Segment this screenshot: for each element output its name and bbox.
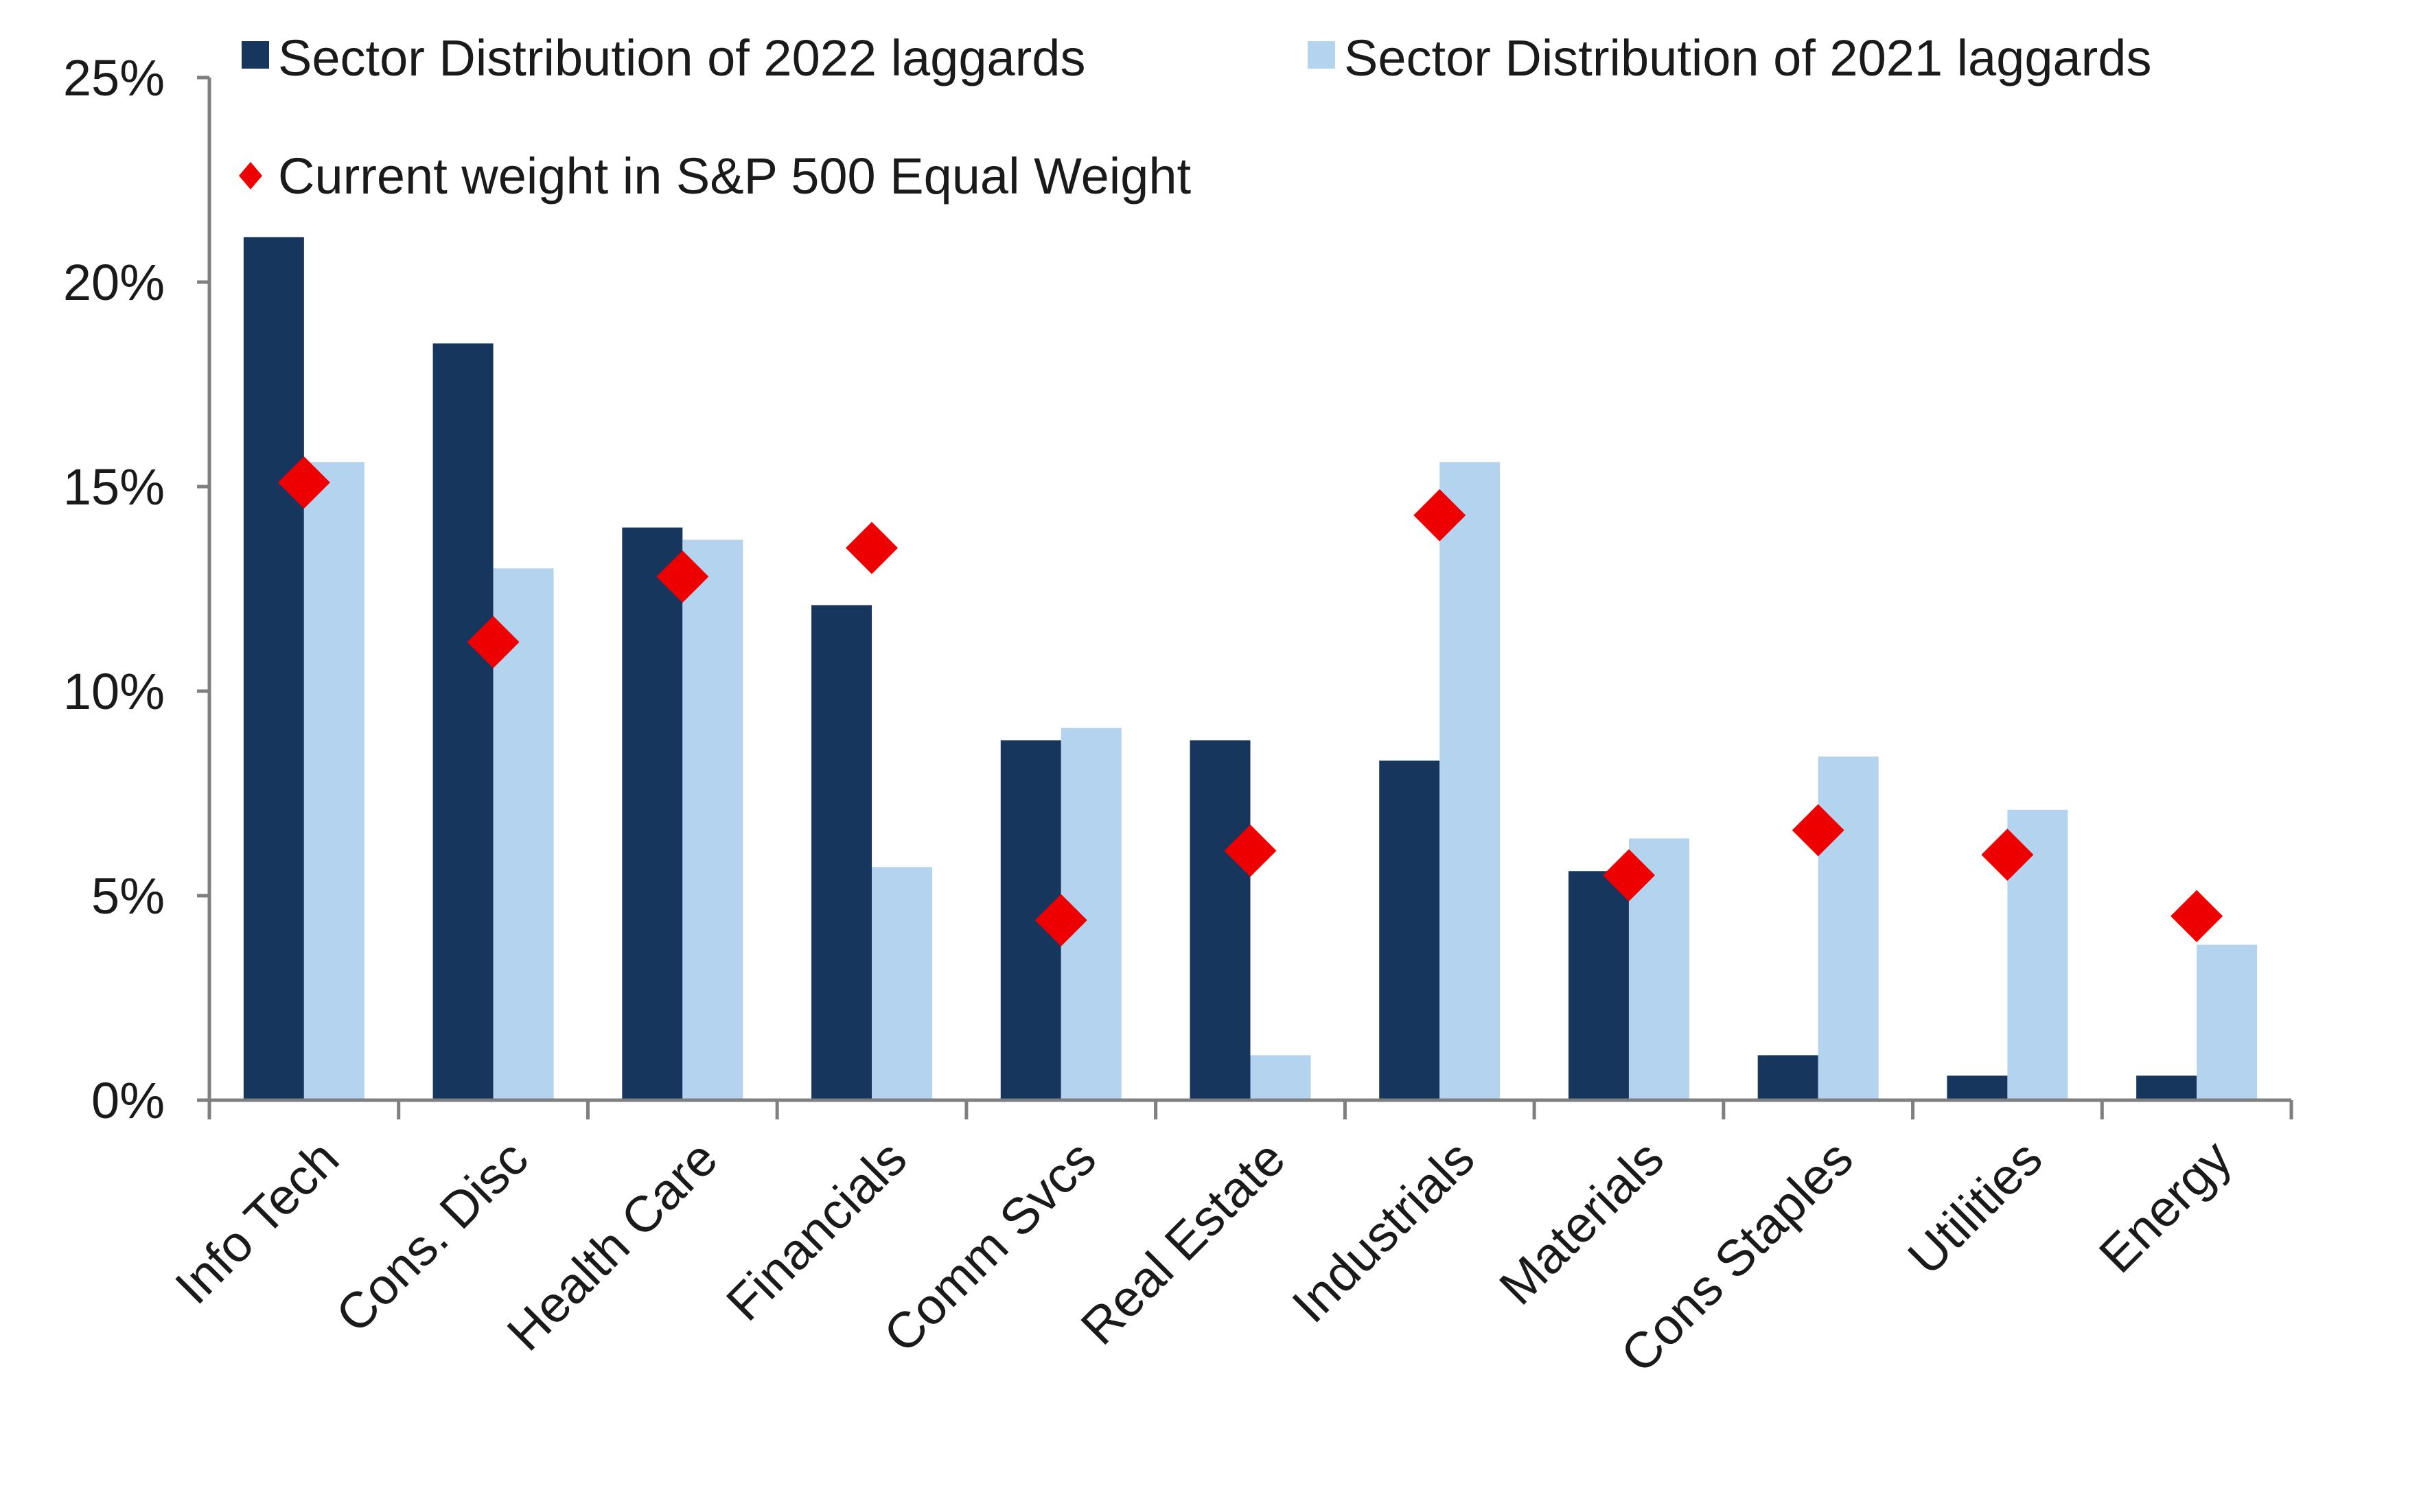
marker-current-weight: [656, 550, 709, 603]
bar-2022-laggards: [1947, 1075, 2008, 1100]
legend: Sector Distribution of 2022 laggards Sec…: [239, 30, 2151, 205]
marker-current-weight: [1981, 828, 2034, 881]
legend-item-2021: Sector Distribution of 2021 laggards: [1308, 30, 2151, 86]
marker-current-weight: [467, 616, 520, 668]
y-tick-label: 10%: [63, 663, 165, 720]
x-category-label: Real Estate: [1070, 1130, 1296, 1356]
x-category-label: Industrials: [1281, 1130, 1485, 1334]
y-tick-label: 15%: [63, 458, 165, 515]
y-tick-label: 25%: [63, 49, 165, 106]
y-tick-label: 20%: [63, 254, 165, 311]
bar-2022-laggards: [1379, 760, 1440, 1100]
y-axis-ticks: 0% 5% 10% 15% 20% 25%: [63, 49, 209, 1129]
marker-current-weight: [846, 522, 899, 574]
markers: [277, 456, 2223, 946]
marker-current-weight: [1413, 489, 1466, 542]
marker-current-weight: [1224, 824, 1277, 877]
bar-2022-laggards: [622, 527, 683, 1100]
legend-diamond-icon: [239, 162, 262, 189]
x-category-label: Materials: [1488, 1130, 1674, 1316]
x-category-label: Financials: [715, 1130, 917, 1331]
bar-2022-laggards: [811, 605, 872, 1100]
marker-current-weight: [1792, 804, 1844, 857]
bar-2021-laggards: [682, 539, 743, 1100]
legend-label-2021: Sector Distribution of 2021 laggards: [1344, 30, 2151, 86]
bar-2022-laggards: [432, 343, 494, 1100]
marker-current-weight: [2171, 889, 2223, 942]
bars: [243, 237, 2258, 1101]
marker-current-weight: [277, 456, 330, 509]
marker-current-weight: [1034, 894, 1087, 946]
marker-current-weight: [1602, 849, 1655, 902]
x-axis-ticks: [207, 1100, 2293, 1119]
y-tick-label: 5%: [91, 868, 165, 924]
bar-2022-laggards: [2136, 1075, 2197, 1100]
bar-2022-laggards: [1568, 871, 1629, 1100]
bar-2022-laggards: [1190, 740, 1251, 1100]
legend-label-2022: Sector Distribution of 2022 laggards: [278, 30, 1085, 86]
bar-2021-laggards: [303, 462, 364, 1100]
legend-item-current-weight: Current weight in S&P 500 Equal Weight: [239, 148, 1191, 205]
x-category-label: Info Tech: [164, 1130, 349, 1315]
legend-label-current-weight: Current weight in S&P 500 Equal Weight: [278, 148, 1191, 205]
axes: [197, 78, 2291, 1102]
legend-swatch-2022-icon: [242, 41, 269, 69]
x-category-label: Energy: [2088, 1130, 2242, 1283]
bar-2021-laggards: [1250, 1055, 1311, 1100]
legend-swatch-2021-icon: [1308, 41, 1335, 69]
bar-2021-laggards: [872, 867, 933, 1100]
x-category-label: Utilities: [1897, 1130, 2052, 1286]
bar-2021-laggards: [2197, 944, 2258, 1100]
legend-item-2022: Sector Distribution of 2022 laggards: [242, 30, 1085, 86]
bar-2021-laggards: [1818, 756, 1879, 1100]
y-tick-label: 0%: [91, 1072, 165, 1129]
bar-2022-laggards: [243, 237, 304, 1101]
bar-2022-laggards: [1757, 1055, 1818, 1100]
bar-2021-laggards: [1439, 462, 1501, 1100]
